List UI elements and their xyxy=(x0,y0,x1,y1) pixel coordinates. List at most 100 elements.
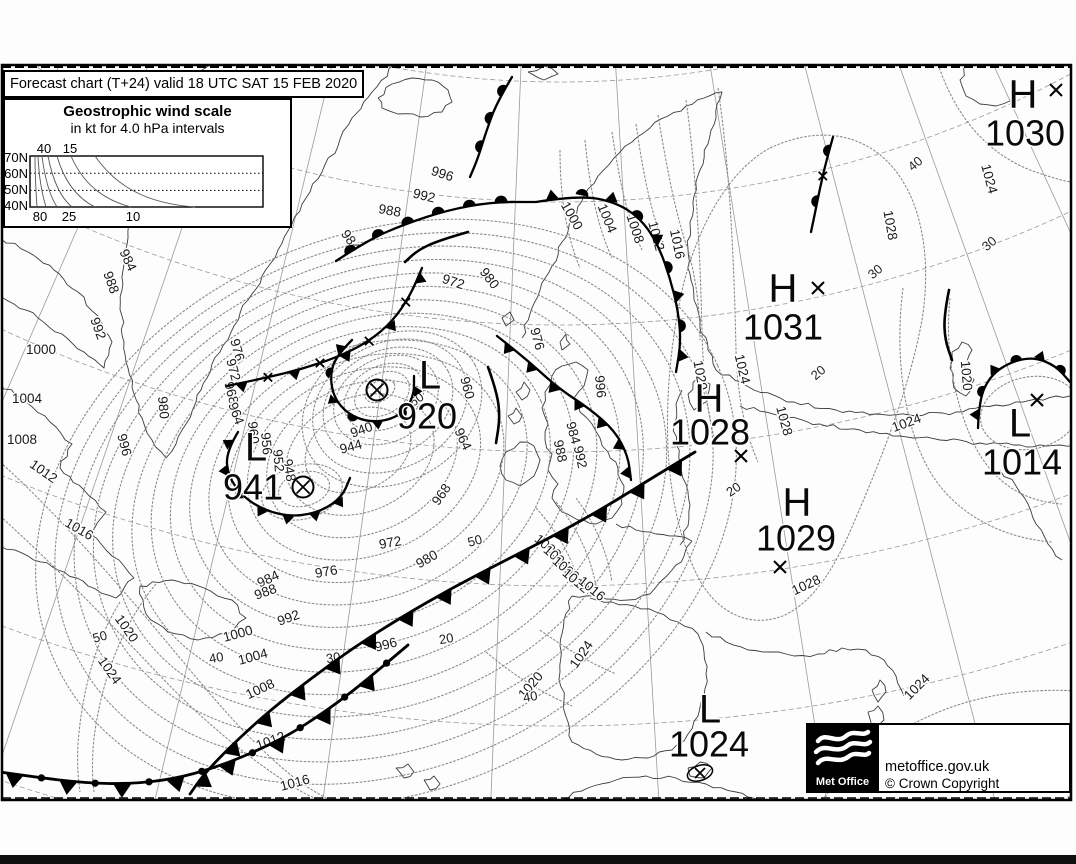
isobars xyxy=(2,64,1071,801)
wind-speed-label: 40 xyxy=(208,649,225,666)
coastline xyxy=(559,333,571,351)
cold-front-triangle xyxy=(673,290,685,303)
wind-scale-curve xyxy=(56,155,96,208)
warm-front-semicircle xyxy=(678,319,686,333)
front-line xyxy=(225,266,424,388)
front-occluded xyxy=(325,338,423,430)
wind-scale-bottom-label: 80 xyxy=(33,209,47,224)
wind-speed-label: 50 xyxy=(91,628,109,646)
cold-front-triangle xyxy=(372,420,384,430)
coastline xyxy=(138,579,247,641)
isobar-ring xyxy=(364,378,396,404)
pressure-letter: L xyxy=(1009,402,1031,446)
front-cold xyxy=(218,430,352,525)
isobar-value-label: 972 xyxy=(223,357,243,383)
coastline xyxy=(558,595,708,761)
isobar-value-label: 956 xyxy=(258,432,275,456)
cold-front-triangle xyxy=(612,438,625,450)
wind-scale-curve xyxy=(37,155,47,208)
front-line xyxy=(943,288,954,362)
warm-front-semicircle xyxy=(497,84,507,97)
cold-front-triangle xyxy=(397,610,414,627)
isobar-value-label: 976 xyxy=(314,562,339,581)
cold-front-triangle xyxy=(414,385,423,397)
pressure-letter: L xyxy=(419,354,441,398)
cold-front-triangle xyxy=(288,369,301,381)
wind-scale-lat-label: 70N xyxy=(5,150,28,165)
isobar-line xyxy=(575,497,613,583)
isobar-value-label: 1004 xyxy=(12,391,43,406)
wind-scale-title: Geostrophic wind scale xyxy=(63,103,232,120)
warm-front-semicircle xyxy=(1010,354,1022,362)
pressure-value: 1030 xyxy=(985,113,1065,154)
meridian-line xyxy=(490,64,522,801)
wind-scale-frame xyxy=(29,155,264,208)
pressure-value: 1028 xyxy=(670,412,750,453)
isobar-ring xyxy=(35,218,737,801)
cold-front-triangle xyxy=(526,360,538,373)
cold-front-triangle xyxy=(385,319,396,332)
isobar-value-label: 988 xyxy=(551,438,570,463)
coastline xyxy=(871,679,887,703)
meridian-line xyxy=(2,64,239,757)
front-warm xyxy=(468,75,514,179)
chart-title: Forecast chart (T+24) valid 18 UTC SAT 1… xyxy=(10,76,358,92)
warm-front-semicircle xyxy=(1056,364,1066,375)
warm-front-semicircle xyxy=(494,195,508,202)
isobar-line xyxy=(685,99,717,445)
isobar-line xyxy=(666,134,927,621)
front-line xyxy=(403,230,470,264)
wind-scale-lat-label: 40N xyxy=(5,198,28,213)
isobar-line xyxy=(559,149,581,269)
front-line xyxy=(334,200,538,263)
isobar-value-label: 976 xyxy=(527,326,547,352)
cold-front-triangle xyxy=(235,381,248,393)
cold-front-triangle xyxy=(629,482,645,500)
isobar-value-label: 996 xyxy=(592,375,609,399)
isobar-ring xyxy=(343,362,425,432)
cold-front-triangle xyxy=(308,511,321,522)
cold-front-triangle xyxy=(435,588,452,605)
isobar-value-label: 952 xyxy=(270,449,287,473)
branding-box: metoffice.gov.uk © Crown Copyright xyxy=(877,723,1071,793)
warm-front-semicircle xyxy=(811,195,819,208)
pressure-letter: H xyxy=(695,377,724,421)
front-cold-frontolysis xyxy=(225,266,427,393)
wind-scale-bottom-label: 25 xyxy=(62,209,76,224)
pressure-value: 1029 xyxy=(756,518,836,559)
cold-front-triangle xyxy=(59,779,78,795)
wind-scale-curve xyxy=(70,155,132,208)
coastline xyxy=(521,91,723,371)
isobar-line xyxy=(899,287,1053,543)
warm-front-semicircle xyxy=(977,385,986,397)
isobar-ring xyxy=(312,338,468,474)
meridian-line xyxy=(615,64,660,801)
front-line xyxy=(976,357,1071,430)
front-dot xyxy=(296,724,304,732)
warm-front-semicircle xyxy=(347,413,358,422)
front-cold xyxy=(188,450,697,796)
isobar-value-label: 960 xyxy=(245,421,262,445)
pressure-letter: H xyxy=(783,481,812,525)
cold-front-triangle xyxy=(113,783,132,798)
coastline xyxy=(2,385,135,599)
cold-front-triangle xyxy=(218,464,229,477)
cold-front-triangle xyxy=(358,674,375,692)
wind-scale-subtitle: in kt for 4.0 hPa intervals xyxy=(70,120,225,136)
warm-front-semicircle xyxy=(631,210,644,221)
isobar-value-label: 960 xyxy=(457,375,477,401)
cold-front-triangle xyxy=(282,514,294,525)
cold-front-triangle xyxy=(620,465,631,479)
cold-front-triangle xyxy=(651,234,664,246)
centre-marker-icon xyxy=(365,378,389,402)
chart-title-box: Forecast chart (T+24) valid 18 UTC SAT 1… xyxy=(3,70,364,98)
front-dot xyxy=(198,767,206,775)
isobar-line xyxy=(947,297,1063,505)
isobar-value-label: 1028 xyxy=(880,209,900,241)
